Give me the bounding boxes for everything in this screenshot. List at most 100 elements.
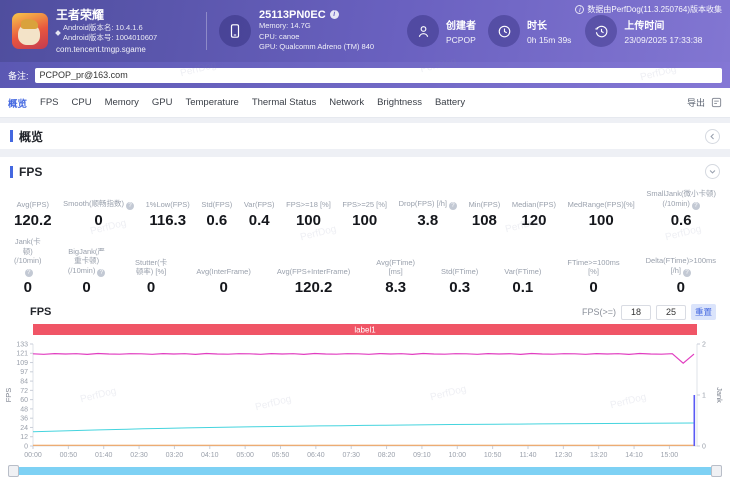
header-divider: [206, 12, 207, 50]
device-cpu: CPU: canoe: [259, 31, 300, 41]
svg-text:06:40: 06:40: [307, 452, 325, 459]
note-input[interactable]: [34, 67, 722, 83]
tab-temperature[interactable]: Temperature: [185, 97, 239, 108]
svg-text:12:30: 12:30: [555, 452, 573, 459]
history-clock-icon: [585, 15, 618, 47]
chart-scrollbar-right-handle[interactable]: [711, 465, 722, 477]
stat-label: Avg(FPS+InterFrame): [276, 267, 351, 277]
stat-label: Smooth(顺畅指数): [63, 199, 134, 210]
stat-1%low: 1%Low(FPS) 116.3: [146, 189, 190, 229]
tab-cpu[interactable]: CPU: [71, 97, 92, 108]
stat-value: 0.4: [248, 211, 270, 229]
svg-text:05:00: 05:00: [236, 452, 254, 459]
svg-text:14:10: 14:10: [625, 452, 643, 459]
stat-value: 120.2: [14, 211, 52, 229]
tab-battery[interactable]: Battery: [434, 97, 466, 108]
duration-block: 时长 0h 15m 39s: [488, 15, 571, 47]
help-info-icon[interactable]: [448, 201, 457, 210]
stat-value: 0: [676, 279, 685, 296]
stat-ftime>=100ms: FTime>=100ms [%] 0: [567, 237, 620, 297]
stat-medrange: MedRange(FPS)[%] 100: [568, 189, 635, 229]
stat-label: Jank(卡顿) (/10min): [14, 237, 42, 277]
overview-section: 概览: [0, 123, 730, 149]
help-info-icon[interactable]: [126, 201, 134, 210]
stat-label: Std(FTime): [441, 267, 479, 277]
stat-var: Var(FPS) 0.4: [244, 189, 275, 229]
stat-value: 0: [94, 211, 103, 229]
stat-label: MedRange(FPS)[%]: [567, 200, 635, 209]
svg-text:10:50: 10:50: [484, 452, 502, 459]
stat-stutter: Stutter(卡顿率) [%] 0: [132, 237, 171, 297]
overview-collapse-button[interactable]: [705, 128, 720, 144]
stat-label: Var(FPS): [243, 200, 275, 209]
chart-scrollbar-track[interactable]: [14, 467, 716, 475]
stat-avg: Avg(InterFrame) 0: [196, 237, 250, 296]
stat-value: 120: [521, 211, 547, 229]
stat-value: 8.3: [385, 279, 407, 296]
help-info-icon[interactable]: [683, 269, 692, 277]
upload-block: 上传时间 23/09/2025 17:33:38: [585, 15, 702, 47]
threshold-reset-button[interactable]: 重置: [690, 304, 716, 320]
stat-value: 0.3: [449, 279, 471, 296]
stat-label: FTime>=100ms [%]: [567, 257, 620, 277]
svg-text:0: 0: [24, 443, 28, 450]
tab-概览[interactable]: 概览: [8, 98, 28, 110]
help-info-icon[interactable]: [691, 201, 700, 210]
interframe-line: [32, 422, 695, 433]
phone-icon: [219, 15, 251, 47]
creator-value: PCPOP: [446, 35, 476, 45]
app-package: com.tencent.tmgp.sgame: [56, 44, 146, 54]
device-info-icon[interactable]: [329, 10, 339, 20]
svg-text:13:20: 13:20: [590, 452, 608, 459]
fps-section: FPS Avg(FPS)120.2Smooth(顺畅指数)01%Low(FPS)…: [0, 157, 730, 480]
fps-threshold-input-1[interactable]: [620, 304, 651, 320]
tab-network[interactable]: Network: [329, 97, 365, 108]
help-info-icon[interactable]: [24, 269, 33, 277]
stat-var: Var(FTime) 0.1: [504, 237, 541, 296]
collect-note-text: 数据由PerfDog(11.3.250764)版本收集: [587, 5, 722, 14]
creator-block: 创建者 PCPOP: [407, 15, 476, 47]
section-accent-bar: [10, 165, 13, 178]
tab-gpu[interactable]: GPU: [151, 97, 173, 108]
stat-smooth: Smooth(顺畅指数)0: [63, 189, 134, 229]
stat-fps>=18: FPS>=18 [%] 100: [286, 189, 331, 229]
stat-value: 100: [352, 211, 378, 229]
chevron-left-icon: [710, 133, 714, 139]
info-icon: [575, 5, 585, 14]
svg-text:07:30: 07:30: [342, 452, 360, 459]
svg-text:00:00: 00:00: [24, 452, 42, 459]
stat-value: 120.2: [294, 279, 333, 296]
svg-text:121: 121: [16, 351, 28, 358]
creator-label: 创建者: [446, 21, 476, 32]
stat-bigjank: BigJank(严重卡顿) (/10min) 0: [68, 237, 106, 296]
chart-scrollbar: [8, 465, 722, 477]
help-info-icon[interactable]: [97, 269, 106, 277]
stat-std: Std(FTime) 0.3: [441, 237, 478, 296]
fps-collapse-button[interactable]: [705, 164, 720, 179]
svg-text:60: 60: [20, 397, 28, 404]
export-panel-icon[interactable]: [711, 97, 722, 108]
report-header: 数据由PerfDog(11.3.250764)版本收集 王者荣耀 Android…: [0, 0, 730, 62]
svg-text:03:20: 03:20: [166, 452, 184, 459]
svg-text:09:10: 09:10: [413, 452, 431, 459]
tab-memory[interactable]: Memory: [104, 97, 139, 108]
svg-text:84: 84: [20, 378, 28, 385]
fps-line: [32, 352, 695, 364]
device-gpu: GPU: Qualcomm Adreno (TM) 840: [259, 42, 375, 52]
fps-chart[interactable]: label1 133 121 109 97 84 72 60 48 36 24 12 0 FPS 2 1 0 Ja…: [0, 322, 730, 464]
export-button[interactable]: 导出: [686, 98, 705, 108]
version-bullet-icon: [55, 30, 61, 37]
duration-label: 时长: [527, 21, 547, 32]
svg-text:15:00: 15:00: [661, 452, 679, 459]
tab-brightness[interactable]: Brightness: [377, 97, 422, 108]
duration-value: 0h 15m 39s: [527, 35, 572, 45]
stat-label: Avg(InterFrame): [196, 267, 251, 277]
svg-text:36: 36: [20, 416, 28, 423]
device-info-block: 25113PN0EC Memory: 14.7G CPU: canoe GPU:…: [219, 9, 395, 54]
tab-thermal-status[interactable]: Thermal Status: [251, 97, 317, 108]
chart-scrollbar-left-handle[interactable]: [8, 465, 19, 477]
fps-threshold-input-2[interactable]: [655, 304, 686, 320]
tab-fps[interactable]: FPS: [40, 97, 59, 108]
person-icon: [407, 15, 439, 47]
stat-value: 0: [146, 279, 156, 296]
